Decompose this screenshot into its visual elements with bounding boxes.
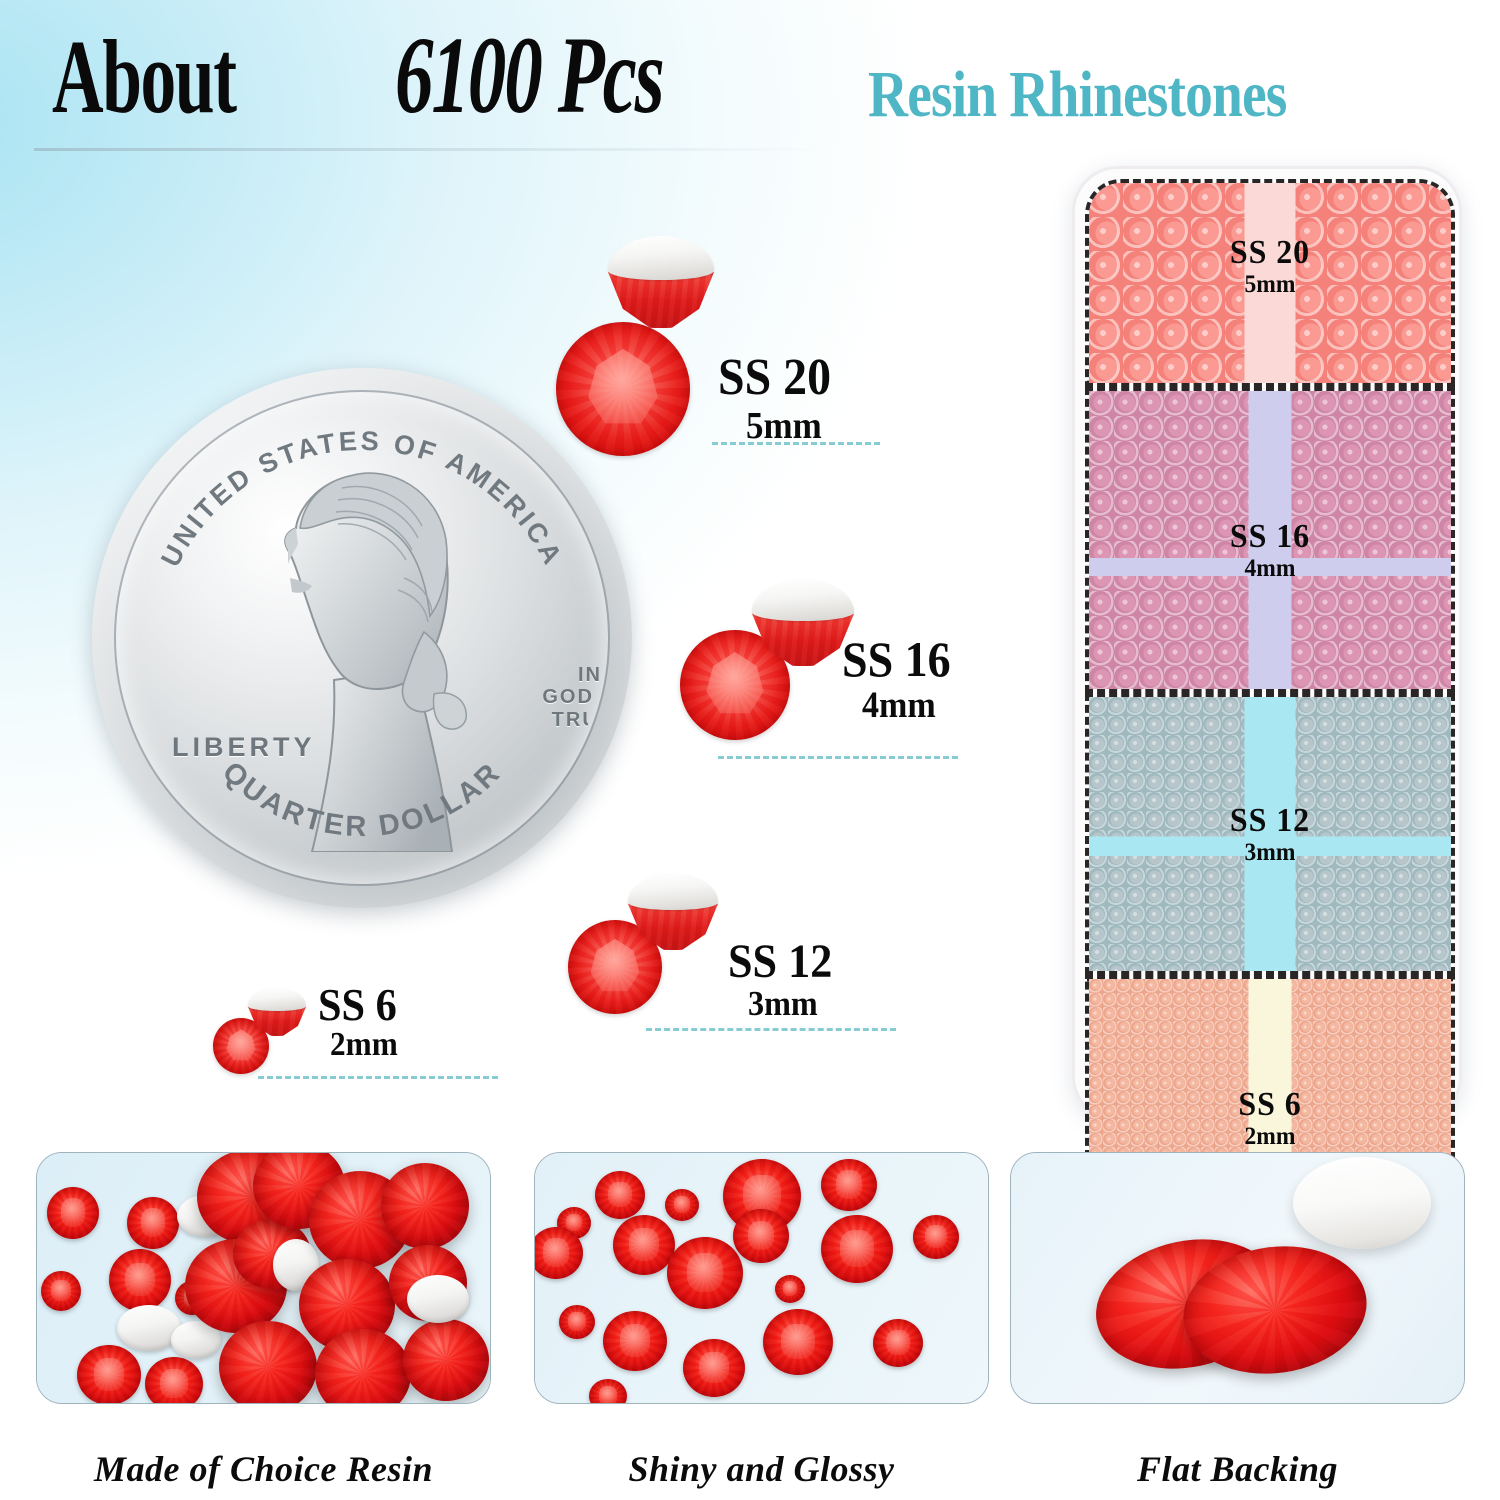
- gem-side-ss12: [628, 874, 718, 950]
- gem-red-right: [1175, 1234, 1375, 1386]
- size-label-ss12: SS 12: [728, 935, 833, 988]
- gem-top-ss6: [213, 1018, 269, 1074]
- gem-side-ss20: [608, 236, 714, 328]
- size-underline-ss16: [718, 756, 958, 759]
- header: About 6100 Pcs Resin Rhinestones: [0, 0, 1500, 151]
- compartment-ss20: SS 20 5mm: [1085, 179, 1455, 387]
- quarter-coin: LIBERTY IN GOD WE TRUST S UNITED STATES …: [92, 368, 632, 908]
- feature-caption-flat-backing: Flat Backing: [1136, 1449, 1339, 1489]
- coin-mint-mark: S: [582, 752, 598, 774]
- feature-panel-resin: [36, 1152, 491, 1404]
- header-about-text: About: [52, 18, 237, 135]
- coin-inner-ring: [114, 390, 610, 886]
- feature-caption-glossy: Shiny and Glossy: [628, 1449, 895, 1489]
- feature-panel-flat-backing: [1010, 1152, 1465, 1404]
- size-mm-ss20: 5mm: [746, 405, 822, 447]
- header-piece-count: 6100 Pcs: [395, 14, 665, 136]
- size-underline-ss20: [712, 442, 880, 445]
- header-product-name: Resin Rhinestones: [868, 58, 1287, 131]
- header-divider: [34, 148, 824, 151]
- gem-side-ss6: [248, 988, 306, 1036]
- gem-top-ss20: [556, 322, 690, 456]
- coin-liberty-text: LIBERTY: [172, 732, 316, 762]
- storage-box: SS 20 5mm SS 16 4mm SS 12 3mm: [1072, 166, 1462, 1205]
- size-mm-ss16: 4mm: [862, 685, 936, 726]
- feature-caption-resin: Made of Choice Resin: [94, 1449, 433, 1489]
- washington-bust-icon: [238, 432, 498, 852]
- size-underline-ss6: [258, 1076, 498, 1079]
- coin-top-legend: UNITED STATES OF AMERICA: [155, 426, 569, 572]
- size-mm-ss6: 2mm: [330, 1026, 398, 1063]
- size-label-ss16: SS 16: [842, 631, 951, 687]
- size-underline-ss12: [646, 1028, 896, 1031]
- coin-bottom-legend: QUARTER DOLLAR: [216, 756, 508, 843]
- size-label-ss20: SS 20: [718, 349, 832, 406]
- compartment-ss16: SS 16 4mm: [1085, 387, 1455, 693]
- feature-panel-glossy: [534, 1152, 989, 1404]
- size-label-ss6: SS 6: [318, 979, 397, 1030]
- coin-motto-text: IN GOD WE TRUST: [542, 664, 604, 731]
- gem-flat-back-face: [1293, 1157, 1431, 1249]
- size-mm-ss12: 3mm: [748, 984, 818, 1023]
- coin-face: LIBERTY IN GOD WE TRUST S: [120, 396, 604, 880]
- compartment-ss12: SS 12 3mm: [1085, 693, 1455, 975]
